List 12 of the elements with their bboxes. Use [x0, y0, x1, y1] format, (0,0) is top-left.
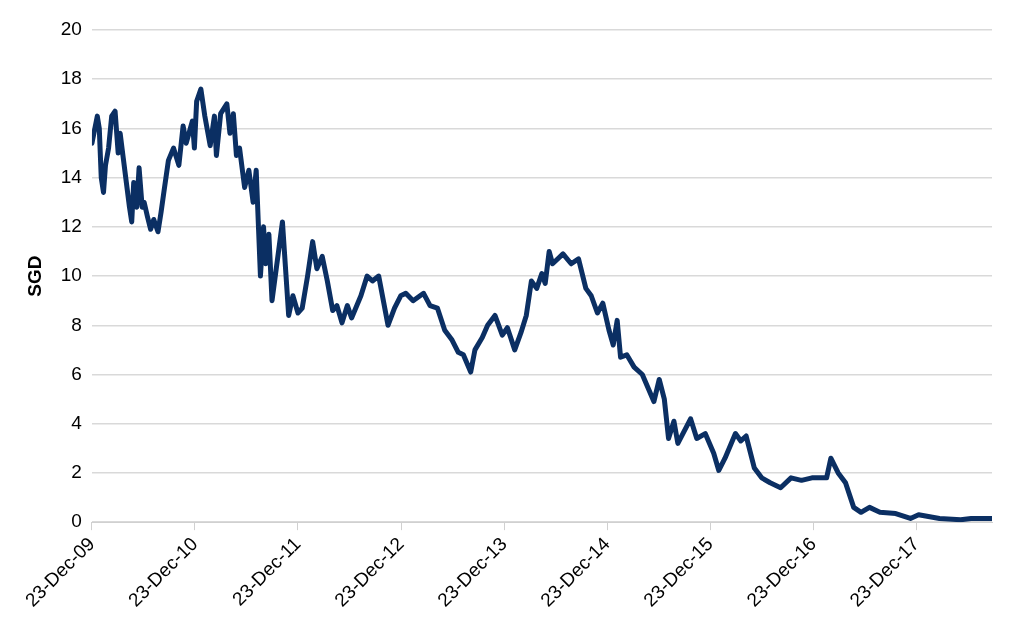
y-tick-label: 10	[60, 264, 82, 286]
y-tick-label: 6	[71, 362, 82, 384]
y-tick-label: 2	[71, 461, 82, 483]
y-tick-label: 14	[60, 165, 83, 187]
y-tick-label: 16	[60, 116, 82, 138]
y-tick-label: 0	[71, 510, 82, 532]
y-tick-label: 4	[71, 411, 83, 433]
y-tick-label: 20	[60, 18, 82, 40]
y-tick-label: 18	[60, 67, 82, 89]
y-tick-label: 8	[71, 313, 82, 335]
y-tick-label: 12	[60, 215, 82, 237]
y-axis-title: SGD	[23, 255, 45, 297]
